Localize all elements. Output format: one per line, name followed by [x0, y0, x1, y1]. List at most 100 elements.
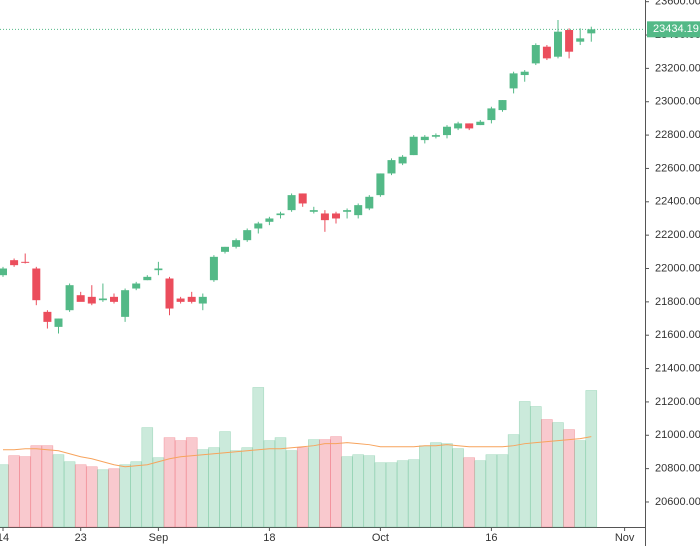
candle-body — [554, 31, 562, 57]
volume-bar — [197, 449, 209, 528]
volume-bar — [152, 457, 165, 528]
volume-bar — [419, 445, 431, 528]
candle-body — [209, 256, 218, 281]
volume-bar — [474, 460, 487, 528]
candle-body — [309, 210, 318, 212]
candle-body — [10, 260, 19, 266]
candle-body — [232, 240, 241, 247]
last-price-box — [647, 21, 700, 38]
volume-bar — [263, 440, 276, 528]
candle-body — [65, 285, 74, 311]
candle-body — [431, 135, 440, 137]
volume-bar — [119, 464, 131, 528]
y-tick-label: 21000.00 — [655, 429, 700, 441]
candle-body — [454, 123, 463, 129]
volume-bar — [108, 468, 120, 528]
candle-body — [165, 278, 174, 309]
volume-bar — [52, 454, 65, 528]
candle-body — [332, 213, 340, 219]
volume-bar — [296, 447, 309, 528]
candle-body — [243, 230, 252, 241]
candle-body — [354, 205, 363, 216]
x-tick-label: 14 — [0, 532, 9, 544]
y-tick-label: 22400.00 — [655, 196, 700, 208]
candle-body — [32, 268, 41, 301]
candle-body — [509, 73, 518, 89]
candle-body — [21, 261, 30, 263]
candle-body — [0, 268, 7, 276]
candle-body — [542, 46, 551, 59]
volume-bar — [0, 464, 9, 528]
volume-bar — [130, 461, 142, 528]
volume-bar — [441, 443, 453, 528]
volume-bar — [74, 464, 87, 528]
candle-body — [43, 311, 52, 322]
volume-bar — [41, 445, 54, 528]
candle-body — [287, 195, 296, 211]
volume-bar — [585, 390, 598, 528]
volume-bar — [274, 437, 287, 528]
y-tick-label: 22000.00 — [655, 262, 700, 274]
candle-body — [254, 223, 263, 229]
x-tick-label: 18 — [263, 532, 275, 544]
candle-body — [565, 30, 574, 52]
candle-body — [87, 296, 96, 304]
volume-bar — [19, 456, 31, 528]
y-tick-label: 23600.00 — [655, 0, 700, 8]
candle-body — [365, 196, 374, 209]
last-price-label: 23434.19 — [653, 23, 699, 35]
volume-bar — [496, 454, 509, 528]
candle-body — [409, 136, 418, 156]
candle-body — [520, 71, 529, 76]
y-tick-label: 21600.00 — [655, 329, 700, 341]
volume-bar — [507, 434, 520, 528]
candle-body — [443, 126, 451, 136]
candle-body — [198, 296, 207, 304]
x-tick-label: 16 — [485, 532, 497, 544]
volume-bar — [396, 460, 409, 528]
volume-bar — [208, 447, 220, 528]
candle-body — [343, 210, 352, 212]
volume-bar — [319, 439, 331, 528]
volume-bar — [374, 462, 387, 528]
y-tick-label: 21200.00 — [655, 396, 700, 408]
volume-bar — [552, 422, 564, 528]
volume-bar — [163, 437, 176, 528]
volume-bar — [430, 442, 442, 528]
volume-bar — [563, 429, 575, 528]
candle-body — [110, 296, 118, 302]
y-tick-label: 22800.00 — [655, 129, 700, 141]
x-tick-label: Sep — [149, 532, 169, 544]
volume-bar — [530, 406, 542, 528]
volume-bar — [541, 419, 553, 528]
candle-body — [320, 213, 329, 221]
candle-body — [476, 121, 485, 126]
candle-body — [76, 295, 85, 302]
y-tick-label: 20800.00 — [655, 463, 700, 475]
candle-body — [465, 123, 474, 129]
candle-body — [176, 298, 185, 302]
volume-bar — [485, 454, 498, 528]
volume-bar — [97, 469, 109, 528]
candle-body — [587, 29, 596, 34]
volume-bar — [185, 437, 198, 528]
volume-bar — [230, 450, 242, 528]
x-tick-label: 23 — [75, 532, 87, 544]
volume-bar — [8, 455, 20, 528]
volume-bar — [341, 456, 353, 528]
candle-body — [376, 173, 385, 196]
volume-bar — [352, 454, 364, 528]
volume-bar — [452, 448, 464, 528]
volume-bar — [86, 466, 98, 528]
candle-body — [121, 290, 130, 317]
candle-body — [387, 160, 396, 174]
volume-bar — [463, 457, 475, 528]
volume-bar — [252, 387, 265, 528]
candle-body — [265, 218, 274, 222]
candle-body — [132, 283, 141, 289]
candle-body — [98, 298, 107, 301]
candle-body — [398, 156, 407, 164]
volume-bar — [330, 436, 342, 528]
candle-body — [487, 108, 496, 121]
